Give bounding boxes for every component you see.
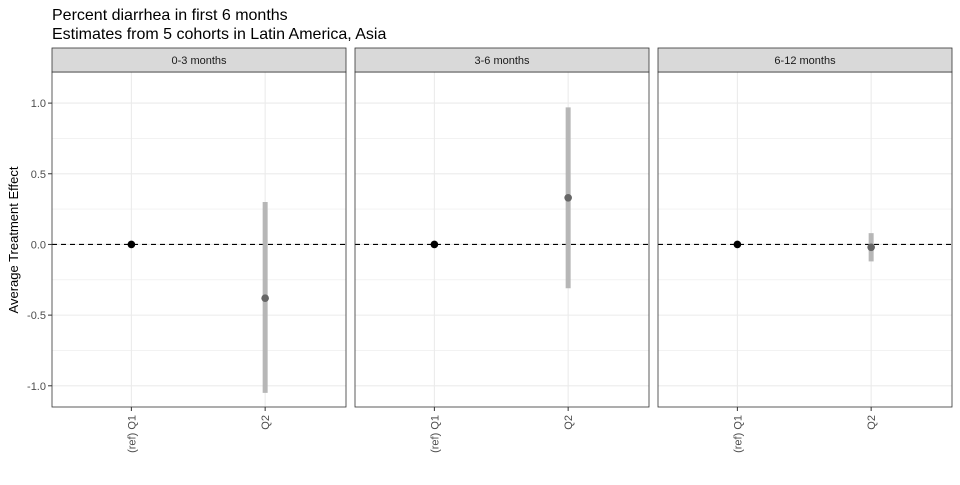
y-tick-label: 0.5 <box>31 169 46 181</box>
x-tick-label: (ref) Q1 <box>126 415 138 453</box>
estimate-point <box>261 294 269 302</box>
x-tick-label: Q2 <box>260 415 272 430</box>
reference-point <box>733 240 742 249</box>
facet-strip <box>354 47 650 73</box>
facet-strip-label: 0-3 months <box>171 55 227 67</box>
panel-background <box>355 72 649 407</box>
y-axis: 1.0 0.5 0.0 -0.5 -1.0 <box>27 98 52 393</box>
facet-panels: 0-3 months (ref) Q1 Q2 3-6 months (ref) Q1 Q2… <box>27 47 953 453</box>
panel-background <box>52 72 346 407</box>
facet-strip <box>657 47 953 73</box>
x-tick-label: (ref) Q1 <box>732 415 744 453</box>
y-tick-label: -1.0 <box>27 381 46 393</box>
facet-strip-label: 3-6 months <box>474 55 530 67</box>
panel-background <box>658 72 952 407</box>
facet-panel-1: 0-3 months (ref) Q1 Q2 <box>51 47 347 453</box>
facet-strip <box>51 47 347 73</box>
estimate-point <box>564 194 572 202</box>
x-tick-label: (ref) Q1 <box>429 415 441 453</box>
reference-point <box>127 240 136 249</box>
y-axis-label: Average Treatment Effect <box>6 166 21 313</box>
estimate-point <box>867 243 875 252</box>
x-tick-label: Q2 <box>563 415 575 430</box>
y-tick-label: 0.0 <box>31 239 46 251</box>
facet-strip-label: 6-12 months <box>774 55 836 67</box>
reference-point <box>430 240 439 249</box>
y-tick-label: -0.5 <box>27 310 46 322</box>
chart-subtitle: Estimates from 5 cohorts in Latin Americ… <box>52 26 386 43</box>
facet-panel-3: 6-12 months (ref) Q1 Q2 <box>657 47 953 453</box>
y-tick-label: 1.0 <box>31 98 46 110</box>
facet-panel-2: 3-6 months (ref) Q1 Q2 <box>354 47 650 453</box>
x-tick-label: Q2 <box>866 415 878 430</box>
chart-title: Percent diarrhea in first 6 months <box>52 7 288 24</box>
